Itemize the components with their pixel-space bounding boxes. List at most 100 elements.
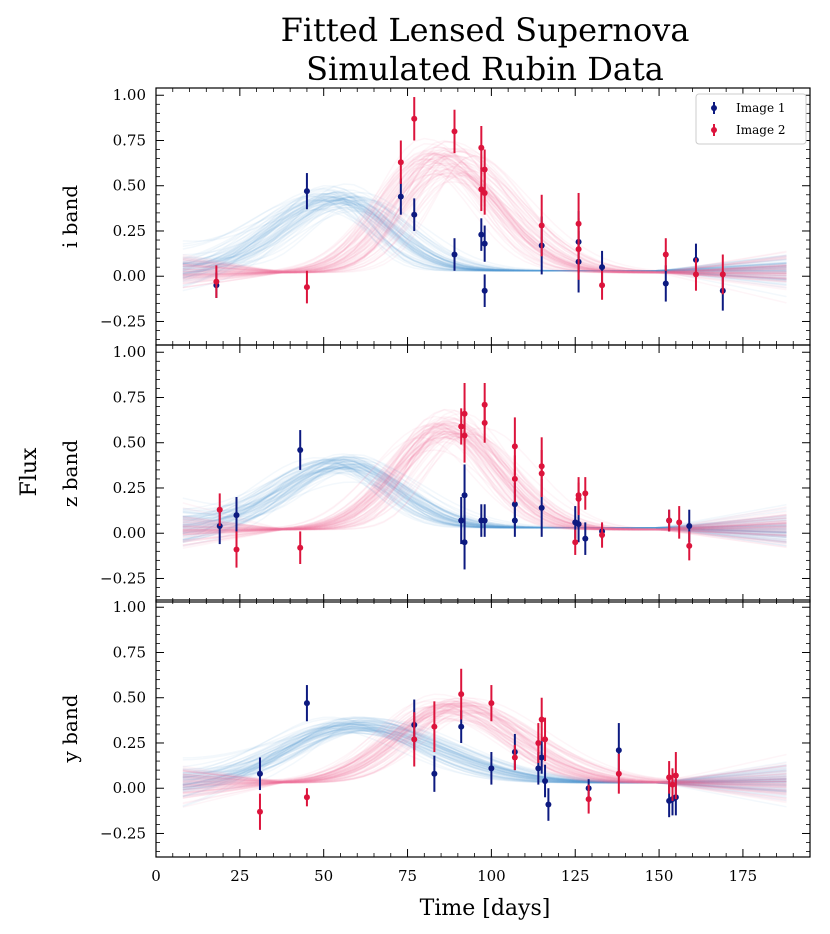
model-curve-image-1 — [182, 206, 787, 281]
model-curve-image-1 — [182, 718, 787, 791]
model-curve-image-2 — [182, 708, 787, 799]
data-point — [461, 539, 468, 546]
model-curve-image-1 — [182, 726, 787, 788]
y-tick-label: −0.25 — [100, 569, 146, 587]
model-curve-image-1 — [182, 716, 787, 794]
data-point — [666, 774, 673, 781]
data-point — [303, 284, 310, 291]
data-point — [538, 716, 545, 723]
model-curve-image-1 — [182, 724, 787, 784]
model-curve-image-2 — [182, 425, 787, 538]
panel-i-band: −0.25 0.00 0.25 0.50 0.75 1.00 i band — [58, 86, 811, 346]
model-curve-image-2 — [182, 427, 787, 531]
data-point — [303, 188, 310, 195]
panel-y-band: −0.25 0.00 0.25 0.50 0.75 1.00 y band — [58, 598, 811, 858]
data-point — [478, 231, 485, 238]
model-curve-image-1 — [182, 195, 787, 272]
model-curve-image-2 — [182, 428, 787, 531]
y-tick-label: 1.00 — [113, 86, 146, 104]
model-curve-image-1 — [182, 723, 787, 799]
model-curve-image-2 — [182, 437, 787, 533]
model-curve-image-1 — [182, 729, 787, 793]
model-curve-image-1 — [182, 200, 787, 277]
data-point — [686, 522, 693, 529]
model-curve-image-2 — [182, 423, 787, 531]
model-curve-image-2 — [182, 701, 787, 798]
model-curve-image-1 — [182, 721, 787, 792]
model-curve-image-1 — [182, 203, 787, 273]
model-curve-image-2 — [182, 427, 787, 536]
legend-marker — [711, 105, 717, 111]
model-curve-image-1 — [182, 726, 787, 784]
model-curve-image-1 — [182, 209, 787, 280]
model-curve-image-1 — [182, 183, 787, 279]
model-curve-image-1 — [182, 723, 787, 795]
model-curve-image-2 — [182, 432, 787, 531]
data-point — [458, 691, 465, 698]
model-curve-image-2 — [182, 706, 787, 784]
model-curve-image-1 — [182, 722, 787, 802]
model-curve-image-2 — [182, 696, 787, 800]
data-point — [572, 539, 579, 546]
model-curve-image-2 — [182, 712, 787, 796]
model-curve-image-1 — [182, 717, 787, 798]
data-point — [297, 446, 304, 453]
model-curve-image-2 — [182, 711, 787, 794]
model-curve-image-2 — [182, 702, 787, 785]
y-tick-label: 0.25 — [113, 222, 146, 240]
data-point — [719, 271, 726, 278]
model-curve-image-1 — [182, 725, 787, 784]
model-curve-image-1 — [182, 722, 787, 786]
series-image-2 — [216, 383, 693, 568]
model-curve-image-1 — [182, 723, 787, 793]
data-point — [599, 282, 606, 289]
data-point — [303, 700, 310, 707]
model-curve-image-2 — [182, 698, 787, 784]
model-curve-image-2 — [182, 431, 787, 532]
model-curve-image-2 — [182, 706, 787, 791]
model-curve-image-1 — [182, 730, 787, 786]
data-point — [542, 736, 549, 743]
model-curve-image-2 — [182, 717, 787, 789]
model-curve-image-2 — [182, 430, 787, 531]
model-curve-image-1 — [182, 199, 787, 289]
series-image-2 — [213, 97, 726, 304]
model-curve-image-2 — [182, 715, 787, 784]
model-curve-image-1 — [182, 723, 787, 785]
data-point — [615, 747, 622, 754]
model-curve-image-2 — [182, 430, 787, 532]
data-point — [256, 808, 263, 815]
model-curve-image-1 — [182, 726, 787, 786]
model-curve-image-1 — [182, 195, 787, 275]
model-curve-image-2 — [182, 715, 787, 797]
model-curve-image-1 — [182, 725, 787, 789]
legend-label: Image 2 — [736, 123, 786, 137]
model-curve-image-1 — [182, 724, 787, 797]
model-curve-image-2 — [182, 422, 787, 531]
chart-title-line-1: Fitted Lensed Supernova — [281, 11, 690, 49]
model-curve-image-2 — [182, 704, 787, 784]
model-curve-image-1 — [182, 194, 787, 276]
model-curve-image-2 — [182, 700, 787, 784]
model-curve-image-1 — [182, 191, 787, 272]
model-curve-image-1 — [182, 727, 787, 784]
model-curve-image-1 — [182, 192, 787, 277]
data-point — [303, 794, 310, 801]
model-curve-image-1 — [182, 722, 787, 784]
model-curve-image-1 — [182, 203, 787, 281]
model-curve-image-2 — [182, 408, 787, 548]
model-curve-image-2 — [182, 437, 787, 531]
model-curve-image-1 — [182, 729, 787, 784]
data-point — [535, 765, 542, 772]
model-curve-image-2 — [182, 430, 787, 533]
model-curve-image-2 — [182, 703, 787, 786]
model-curve-image-1 — [182, 195, 787, 274]
data-point — [575, 492, 582, 499]
model-curve-image-2 — [182, 434, 787, 531]
model-curve-image-1 — [182, 184, 787, 272]
model-curve-image-2 — [182, 712, 787, 787]
model-curve-image-1 — [182, 720, 787, 784]
model-curve-image-1 — [182, 721, 787, 798]
model-curve-image-2 — [182, 702, 787, 804]
model-curve-image-1 — [182, 202, 787, 278]
